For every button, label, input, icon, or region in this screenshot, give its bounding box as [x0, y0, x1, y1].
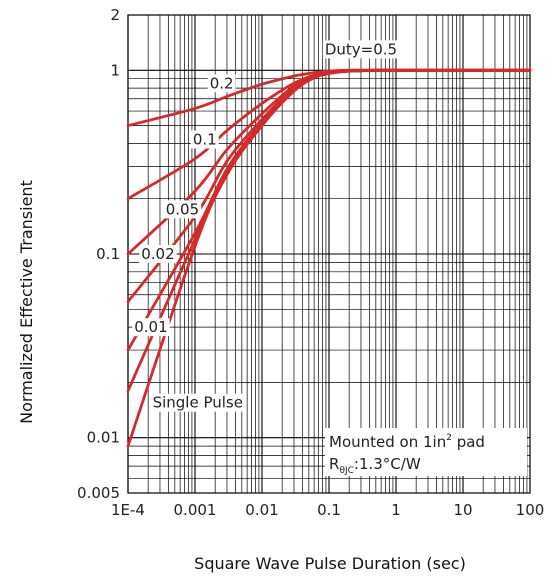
series-line	[126, 68, 532, 448]
series-label-background	[150, 393, 245, 412]
series-label: Duty=0.5	[322, 40, 400, 59]
series-label-background	[139, 245, 177, 263]
y-tick-label: 0.005	[77, 484, 120, 502]
y-tick-label: 1	[110, 61, 120, 79]
annotation-box: Mounted on 1in2 pad RθJC:1.3°C/W	[325, 428, 527, 476]
x-tick-label: 0.01	[245, 501, 278, 519]
annotation-line-1-sup: 2	[446, 433, 452, 443]
x-tick-label: 100	[516, 501, 545, 519]
annotation-line-2-tail: :1.3°C/W	[354, 455, 421, 473]
annotation-line-1: Mounted on 1in2 pad	[329, 433, 485, 451]
series-labels: Duty=0.5 0.2 0.1 0.05 0.02 0.01 Single Pulse	[132, 40, 400, 412]
series-label-text: 0.02	[141, 245, 174, 263]
annotation-background	[325, 428, 527, 476]
series-label: 0.01	[132, 318, 170, 337]
series-label: 0.2	[207, 74, 236, 93]
series-label-text: Single Pulse	[153, 394, 243, 412]
series-label-background	[207, 74, 236, 93]
series-label-background	[322, 40, 400, 59]
series-label: Single Pulse	[150, 393, 245, 412]
x-tick-label: 1E-4	[111, 501, 145, 519]
annotation-line-2-main: R	[329, 455, 339, 473]
tick-labels: 1E-4 0.001 0.01 0.1 1 10 100 0.005 0.01 0.1 1 2	[77, 6, 544, 519]
series-label-background	[132, 318, 170, 337]
series-label: 0.02	[139, 245, 177, 263]
y-tick-label: 0.01	[87, 429, 120, 447]
annotation-line-2: RθJC:1.3°C/W	[329, 455, 421, 476]
x-tick-label: 0.1	[317, 501, 341, 519]
series-label-background	[163, 200, 202, 219]
series-label-text: 0.05	[166, 200, 199, 218]
y-tick-label: 0.1	[96, 245, 120, 263]
annotation-line-2-sub: θJC	[339, 466, 353, 476]
x-tick-label: 1	[391, 501, 401, 519]
series-label: 0.05	[163, 200, 202, 219]
series-label-text: 0.2	[210, 74, 234, 92]
series-lines	[126, 68, 532, 448]
series-label-background	[190, 130, 219, 149]
annotation-line-1-main: Mounted on 1in	[329, 433, 446, 451]
y-tick-label: 2	[110, 6, 120, 24]
series-label-text: 0.01	[134, 318, 167, 336]
x-tick-label: 0.001	[174, 501, 217, 519]
y-axis-label: Normalized Effective Transient	[17, 180, 36, 424]
annotation-line-1-tail: pad	[452, 433, 485, 451]
series-label-text: 0.1	[193, 131, 217, 149]
x-tick-label: 10	[453, 501, 472, 519]
grid	[127, 14, 530, 494]
series-label-text: Duty=0.5	[325, 40, 397, 58]
x-axis-label: Square Wave Pulse Duration (sec)	[194, 554, 466, 573]
series-label: 0.1	[190, 130, 219, 149]
